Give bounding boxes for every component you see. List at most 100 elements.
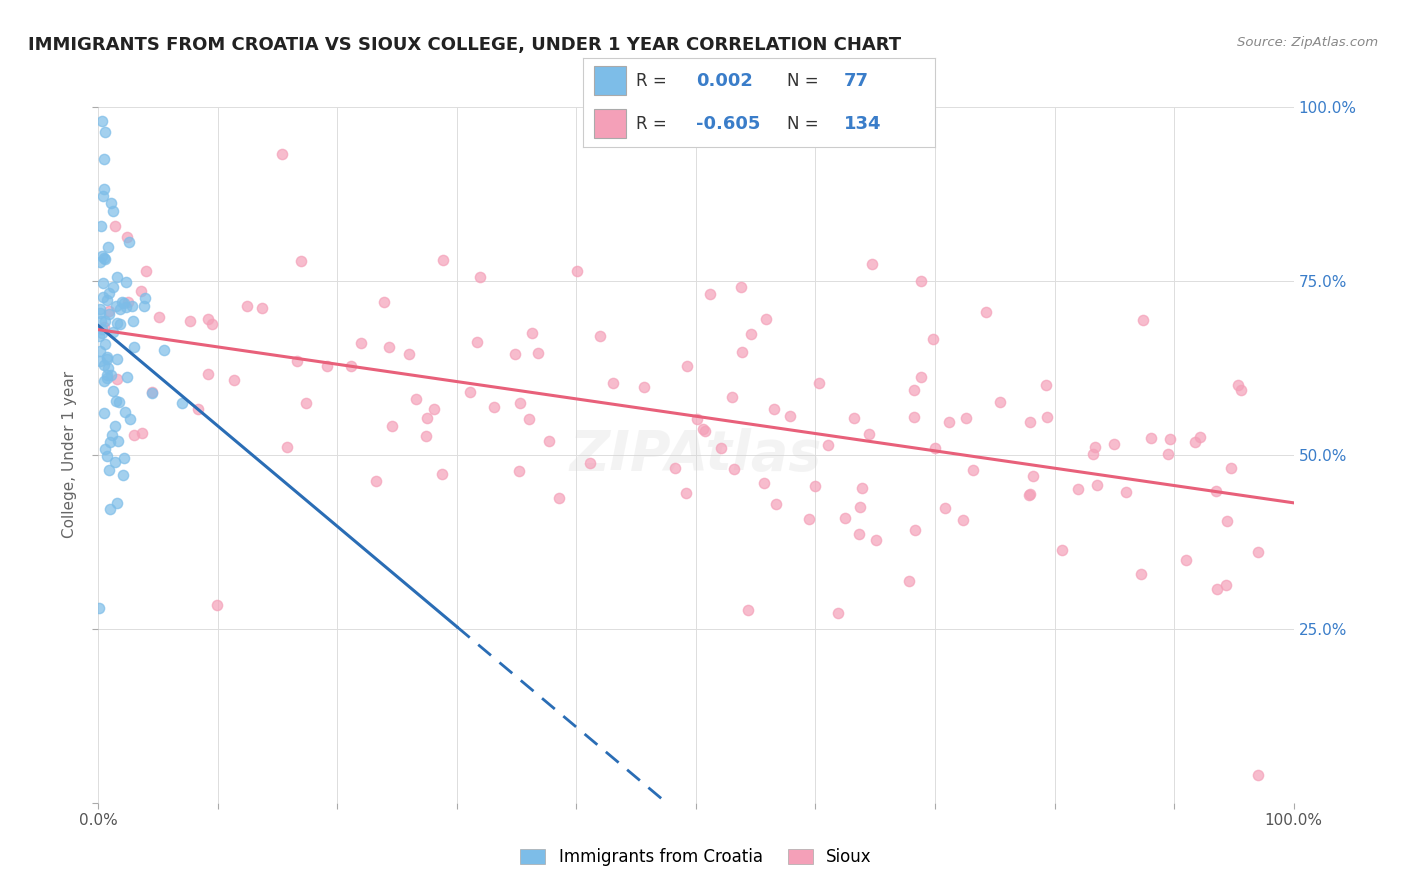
Point bbox=[134, 291, 156, 305]
Text: N =: N = bbox=[787, 115, 824, 133]
Point bbox=[1084, 440, 1107, 454]
Point bbox=[737, 603, 759, 617]
Point bbox=[98, 463, 121, 477]
Point bbox=[94, 337, 117, 351]
Point bbox=[765, 497, 787, 511]
Point bbox=[1174, 552, 1197, 566]
Point bbox=[675, 486, 697, 500]
Point bbox=[91, 326, 114, 340]
Point bbox=[114, 405, 136, 419]
Point bbox=[316, 359, 339, 373]
Point bbox=[509, 396, 531, 410]
Point bbox=[112, 296, 135, 310]
Point bbox=[851, 481, 873, 495]
Point bbox=[93, 320, 115, 334]
Point bbox=[377, 340, 399, 354]
Point bbox=[1019, 487, 1042, 501]
Point bbox=[93, 124, 115, 138]
Legend: Immigrants from Croatia, Sioux: Immigrants from Croatia, Sioux bbox=[512, 839, 880, 874]
Point bbox=[720, 390, 742, 404]
Point bbox=[87, 329, 110, 343]
Point bbox=[1066, 482, 1088, 496]
Text: 0.002: 0.002 bbox=[696, 72, 752, 90]
Point bbox=[903, 383, 925, 397]
Point bbox=[848, 526, 870, 541]
Point bbox=[94, 442, 117, 456]
Point bbox=[755, 312, 778, 326]
Point bbox=[224, 373, 246, 387]
Point bbox=[197, 312, 219, 326]
Point bbox=[405, 392, 427, 406]
Point bbox=[101, 384, 124, 399]
Point bbox=[107, 434, 129, 448]
Point bbox=[373, 294, 395, 309]
Point bbox=[87, 601, 110, 615]
Point bbox=[135, 264, 157, 278]
Point bbox=[141, 386, 163, 401]
Point bbox=[98, 307, 121, 321]
Point bbox=[91, 189, 114, 203]
Point bbox=[664, 460, 686, 475]
Point bbox=[952, 513, 974, 527]
Bar bbox=[593, 66, 626, 95]
Point bbox=[89, 353, 111, 368]
Point bbox=[988, 395, 1011, 409]
Point bbox=[731, 345, 754, 359]
Point bbox=[98, 304, 121, 318]
Point bbox=[807, 376, 830, 390]
Point bbox=[520, 326, 543, 340]
Point bbox=[89, 254, 111, 268]
Point bbox=[1215, 578, 1237, 592]
Point bbox=[1036, 410, 1059, 425]
Point bbox=[1102, 437, 1125, 451]
Bar bbox=[593, 109, 626, 138]
Point bbox=[934, 500, 956, 515]
Text: -0.605: -0.605 bbox=[696, 115, 761, 133]
Text: 77: 77 bbox=[844, 72, 869, 90]
Point bbox=[1184, 435, 1206, 450]
Point bbox=[380, 419, 402, 434]
Point bbox=[763, 401, 786, 416]
Point bbox=[903, 409, 925, 424]
Point bbox=[101, 325, 124, 339]
Text: 134: 134 bbox=[844, 115, 882, 133]
Point bbox=[695, 424, 717, 438]
Point bbox=[89, 343, 111, 358]
Point bbox=[153, 343, 176, 357]
Point bbox=[96, 368, 118, 382]
Point bbox=[98, 434, 121, 449]
Point bbox=[100, 368, 122, 383]
Point bbox=[96, 293, 118, 307]
Point bbox=[423, 401, 446, 416]
Point bbox=[752, 475, 775, 490]
Point bbox=[1219, 460, 1241, 475]
Point bbox=[108, 395, 131, 409]
Point bbox=[90, 219, 112, 234]
Point bbox=[132, 299, 155, 313]
Text: N =: N = bbox=[787, 72, 824, 90]
Point bbox=[91, 114, 114, 128]
Point bbox=[1115, 484, 1137, 499]
Point bbox=[1081, 447, 1104, 461]
Point bbox=[104, 393, 127, 408]
Point bbox=[865, 533, 887, 548]
Point bbox=[1035, 378, 1057, 392]
Point bbox=[1188, 430, 1211, 444]
Point bbox=[547, 491, 569, 506]
Point bbox=[1139, 431, 1161, 445]
Point bbox=[538, 434, 561, 448]
Point bbox=[1230, 384, 1253, 398]
Point bbox=[118, 412, 141, 426]
Point bbox=[172, 396, 194, 410]
Point bbox=[141, 384, 163, 399]
Point bbox=[98, 286, 121, 301]
Point bbox=[89, 301, 111, 316]
Point bbox=[1018, 488, 1040, 502]
Point bbox=[105, 269, 128, 284]
Point bbox=[1205, 582, 1227, 597]
Point bbox=[432, 253, 454, 268]
Point bbox=[101, 204, 124, 219]
Point bbox=[465, 334, 488, 349]
Point bbox=[415, 429, 437, 443]
Point bbox=[104, 418, 127, 433]
